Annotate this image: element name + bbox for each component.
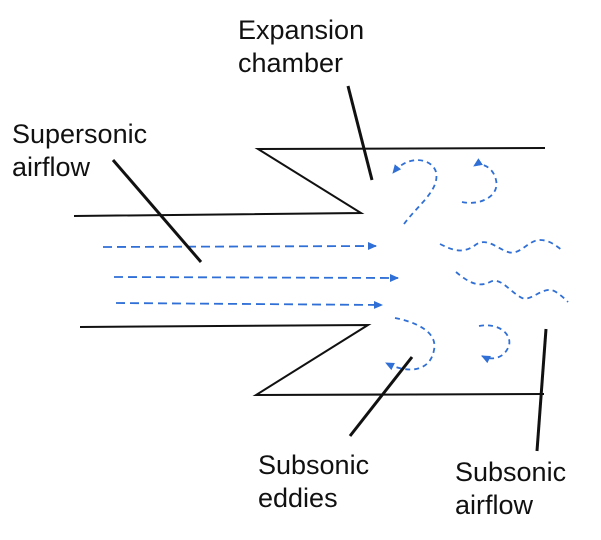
flow-arrow-middle bbox=[113, 273, 399, 282]
wave-top bbox=[439, 239, 563, 254]
label-supersonic-airflow-line2: airflow bbox=[12, 152, 91, 182]
callout-expansion-chamber bbox=[346, 85, 374, 181]
eddy-lower-large bbox=[385, 317, 436, 371]
eddy-lower-small bbox=[478, 324, 511, 364]
label-subsonic-airflow-line2: airflow bbox=[455, 490, 534, 520]
label-supersonic-airflow: Supersonic airflow bbox=[12, 118, 147, 184]
lower-wall bbox=[79, 323, 545, 397]
label-subsonic-eddies: Subsonic eddies bbox=[258, 449, 369, 515]
label-expansion-chamber-line1: Expansion bbox=[238, 15, 365, 45]
subsonic-eddies bbox=[385, 158, 511, 371]
callout-subsonic-eddies bbox=[348, 356, 414, 437]
flow-arrow-top bbox=[102, 242, 377, 251]
callout-subsonic-airflow bbox=[535, 328, 548, 452]
callout-supersonic-airflow bbox=[111, 159, 203, 263]
label-subsonic-eddies-line2: eddies bbox=[258, 483, 338, 513]
label-subsonic-airflow: Subsonic airflow bbox=[455, 456, 566, 522]
supersonic-flow-arrows bbox=[102, 242, 399, 309]
subsonic-airflow-waves bbox=[439, 239, 569, 303]
label-subsonic-airflow-line1: Subsonic bbox=[455, 457, 567, 487]
label-expansion-chamber: Expansion chamber bbox=[238, 14, 364, 80]
label-subsonic-eddies-line1: Subsonic bbox=[258, 450, 370, 480]
label-supersonic-airflow-line1: Supersonic bbox=[12, 119, 148, 149]
eddy-upper-large bbox=[392, 159, 438, 225]
callout-lines bbox=[111, 85, 548, 452]
nozzle-walls bbox=[73, 147, 546, 397]
flow-arrow-bottom bbox=[115, 300, 383, 309]
eddy-upper-small bbox=[461, 158, 498, 204]
upper-wall bbox=[73, 147, 546, 217]
label-expansion-chamber-line2: chamber bbox=[238, 48, 344, 78]
wave-bottom bbox=[455, 271, 569, 303]
